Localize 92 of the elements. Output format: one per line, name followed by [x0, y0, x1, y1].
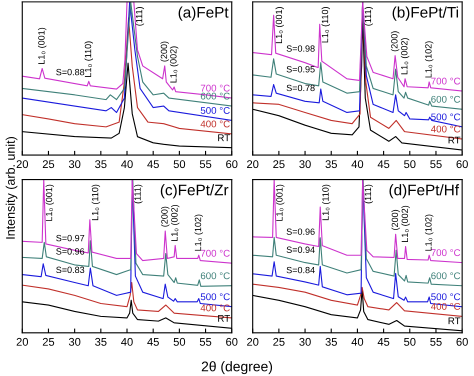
x-tick-label: 45: [378, 160, 390, 168]
series-label: RT: [218, 134, 230, 142]
x-tick-label: 45: [147, 338, 159, 346]
annotation: (111): [364, 184, 373, 204]
annotation: L1₀ (001): [38, 28, 46, 64]
x-tick-label: 40: [121, 338, 133, 346]
annotation: (200): [390, 31, 400, 52]
annotation: L1₀ (002): [170, 204, 180, 242]
x-tick-label: 60: [456, 338, 468, 346]
annotation: L1₀ (102): [424, 41, 434, 78]
annotation: S=0.84: [286, 266, 315, 274]
series-label: 500 °C: [431, 293, 460, 300]
series-label: 500 °C: [200, 107, 230, 114]
x-tick-label: 20: [247, 160, 258, 168]
x-tick-label: 55: [200, 160, 212, 168]
x-tick-label: 30: [68, 160, 80, 168]
x-tick-label: 25: [42, 160, 54, 168]
annotation: S=0.96: [286, 228, 315, 235]
series-label: 700 °C: [431, 249, 460, 256]
x-axis-title: 2θ (degree): [202, 361, 272, 374]
series-label: 700 °C: [431, 78, 460, 85]
series-label: 400 °C: [200, 304, 230, 312]
x-tick-label: 20: [16, 160, 28, 168]
annotation: L1₀ (102): [194, 214, 203, 251]
series-label: RT: [448, 136, 460, 144]
annotation: L1₀ (001): [276, 184, 284, 221]
annotation: S=0.96: [56, 248, 84, 255]
annotation: L1₀ (110): [322, 7, 330, 42]
x-tick-label: 25: [273, 160, 285, 168]
annotation: S=0.94: [286, 246, 315, 253]
x-tick-label: 50: [404, 338, 416, 346]
x-tick-label: 35: [325, 338, 337, 346]
annotation: L1₀ (001): [275, 7, 284, 44]
series-label: 400 °C: [430, 126, 460, 132]
series-label: 500 °C: [200, 293, 230, 300]
chart-title: (d)FePt/Hf: [390, 184, 460, 198]
x-tick-label: 30: [68, 338, 80, 346]
x-tick-label: 60: [226, 338, 238, 346]
x-tick-label: 20: [247, 338, 258, 346]
annotation: (111): [134, 184, 142, 204]
x-tick-label: 50: [174, 160, 186, 168]
x-tick-label: 40: [351, 338, 364, 346]
annotation: S=0.88: [56, 68, 84, 76]
annotation: S=0.97: [56, 234, 84, 242]
x-tick-label: 40: [121, 160, 133, 168]
x-tick-label: 35: [95, 338, 107, 346]
series-label: 600 °C: [431, 272, 460, 280]
annotation: L1₀ (001): [46, 184, 54, 221]
x-tick-label: 30: [299, 338, 311, 346]
series-label: 700 °C: [200, 250, 230, 257]
x-tick-label: 55: [200, 338, 212, 346]
x-tick-label: 20: [16, 338, 28, 346]
x-tick-label: 45: [147, 160, 159, 168]
series-label: RT: [448, 317, 460, 324]
y-axis-title: Intensity (arb. unit): [6, 137, 18, 239]
annotation: (200): [160, 42, 169, 62]
annotation: L1₀ (002): [401, 206, 410, 242]
x-tick-label: 35: [325, 160, 337, 168]
chart-title: (b)FePt/Ti: [392, 6, 458, 21]
chart-title: (a)FePt: [178, 6, 228, 21]
annotation: L1₀ (002): [400, 38, 410, 74]
x-tick-label: 50: [404, 160, 416, 168]
x-tick-label: 60: [226, 160, 238, 168]
x-tick-label: 25: [42, 338, 54, 346]
annotation: (200): [391, 210, 400, 230]
annotation: (111): [364, 7, 373, 26]
annotation: S=0.98: [286, 45, 315, 52]
x-tick-label: 50: [174, 338, 186, 346]
annotation: S=0.78: [286, 84, 315, 92]
annotation: S=0.95: [286, 66, 315, 72]
x-tick-label: 45: [378, 338, 390, 346]
annotation: L1₀ (110): [84, 41, 93, 77]
annotation: S=0.83: [56, 266, 84, 274]
series-label: 700 °C: [200, 84, 230, 92]
x-tick-label: 60: [456, 160, 468, 168]
series-label: 600 °C: [431, 96, 460, 103]
x-tick-label: 35: [95, 160, 107, 168]
annotation: L1₀ (110): [92, 184, 100, 220]
annotation: L1₀ (002): [170, 46, 178, 82]
x-tick-label: 30: [299, 160, 311, 168]
x-tick-label: 25: [273, 338, 285, 346]
annotation: (111): [136, 7, 144, 26]
series-label: 600 °C: [200, 272, 230, 280]
x-tick-label: 40: [351, 160, 364, 168]
x-tick-label: 55: [430, 338, 442, 346]
chart-title: (c)FePt/Zr: [160, 184, 228, 198]
annotation: L1₀ (102): [424, 214, 434, 251]
annotation: L1₀ (110): [322, 184, 330, 220]
series-label: 400 °C: [200, 120, 230, 128]
x-tick-label: 55: [430, 160, 442, 168]
series-label: 500 °C: [431, 113, 460, 120]
annotation: (200): [161, 206, 170, 227]
